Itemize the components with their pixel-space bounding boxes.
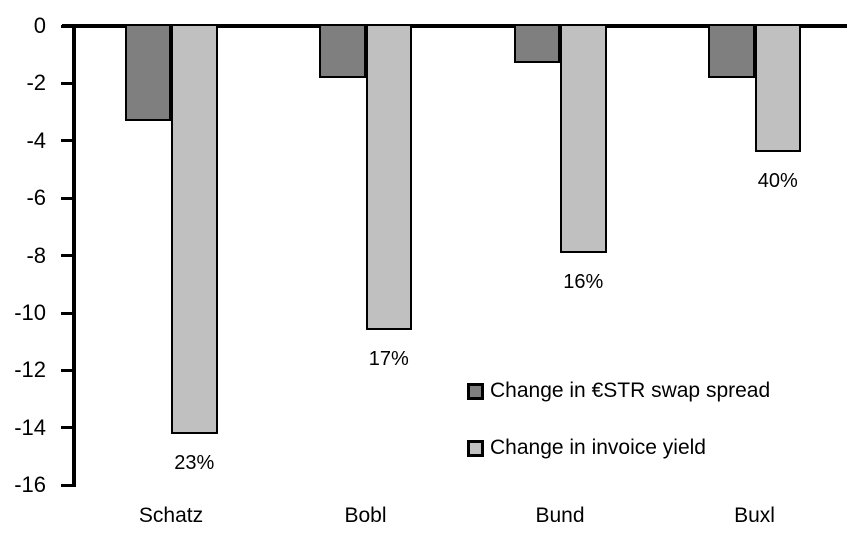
legend: Change in €STR swap spread Change in inv… [467, 379, 770, 460]
legend-label-swap-spread: Change in €STR swap spread [490, 379, 771, 402]
data-label-buxl: 40% [757, 170, 798, 193]
bar-buxl-series-1 [754, 24, 801, 153]
y-axis-tick-mark [61, 254, 72, 258]
bar-schatz-series-1 [171, 24, 218, 434]
y-axis-tick-label: -12 [14, 357, 46, 383]
y-axis-tick-label: -8 [26, 242, 46, 268]
y-axis-tick-mark [61, 139, 72, 143]
legend-swatch-swap-spread [467, 382, 484, 400]
y-axis-tick-mark [61, 483, 72, 487]
bar-bund-series-0 [513, 24, 560, 64]
y-axis-tick-label: -4 [26, 127, 46, 153]
y-axis-tick-label: -14 [14, 414, 46, 440]
legend-swatch-invoice-yield [467, 439, 484, 457]
x-axis-zero-line [62, 24, 847, 28]
bar-bobl-series-0 [319, 24, 366, 78]
y-axis-line [72, 24, 76, 487]
y-axis-tick-mark [61, 311, 72, 315]
data-label-bund: 16% [563, 270, 604, 293]
y-axis-tick-label: 0 [33, 13, 46, 38]
y-axis-tick-label: -16 [14, 472, 46, 498]
legend-item-swap-spread: Change in €STR swap spread [467, 379, 770, 403]
legend-item-invoice-yield: Change in invoice yield [467, 436, 770, 460]
data-label-schatz: 23% [174, 451, 215, 474]
y-axis-tick-mark [61, 426, 72, 430]
bar-bund-series-1 [560, 24, 607, 253]
y-axis-tick-mark [61, 368, 72, 372]
y-axis-tick-label: -2 [26, 70, 46, 96]
legend-label-invoice-yield: Change in invoice yield [490, 436, 706, 459]
category-label-bobl: Bobl [344, 504, 387, 527]
y-axis-tick-mark [61, 196, 72, 200]
bar-buxl-series-0 [708, 24, 755, 78]
data-label-bobl: 17% [368, 348, 409, 371]
y-axis-tick-mark [61, 81, 72, 85]
bar-bobl-series-1 [365, 24, 412, 331]
category-label-bund: Bund [535, 504, 585, 527]
y-axis-tick-label: -10 [14, 300, 46, 325]
category-label-schatz: Schatz [138, 504, 204, 527]
bar-schatz-series-0 [124, 24, 171, 121]
y-axis-tick-label: -6 [26, 185, 46, 211]
category-label-buxl: Buxl [734, 504, 775, 527]
